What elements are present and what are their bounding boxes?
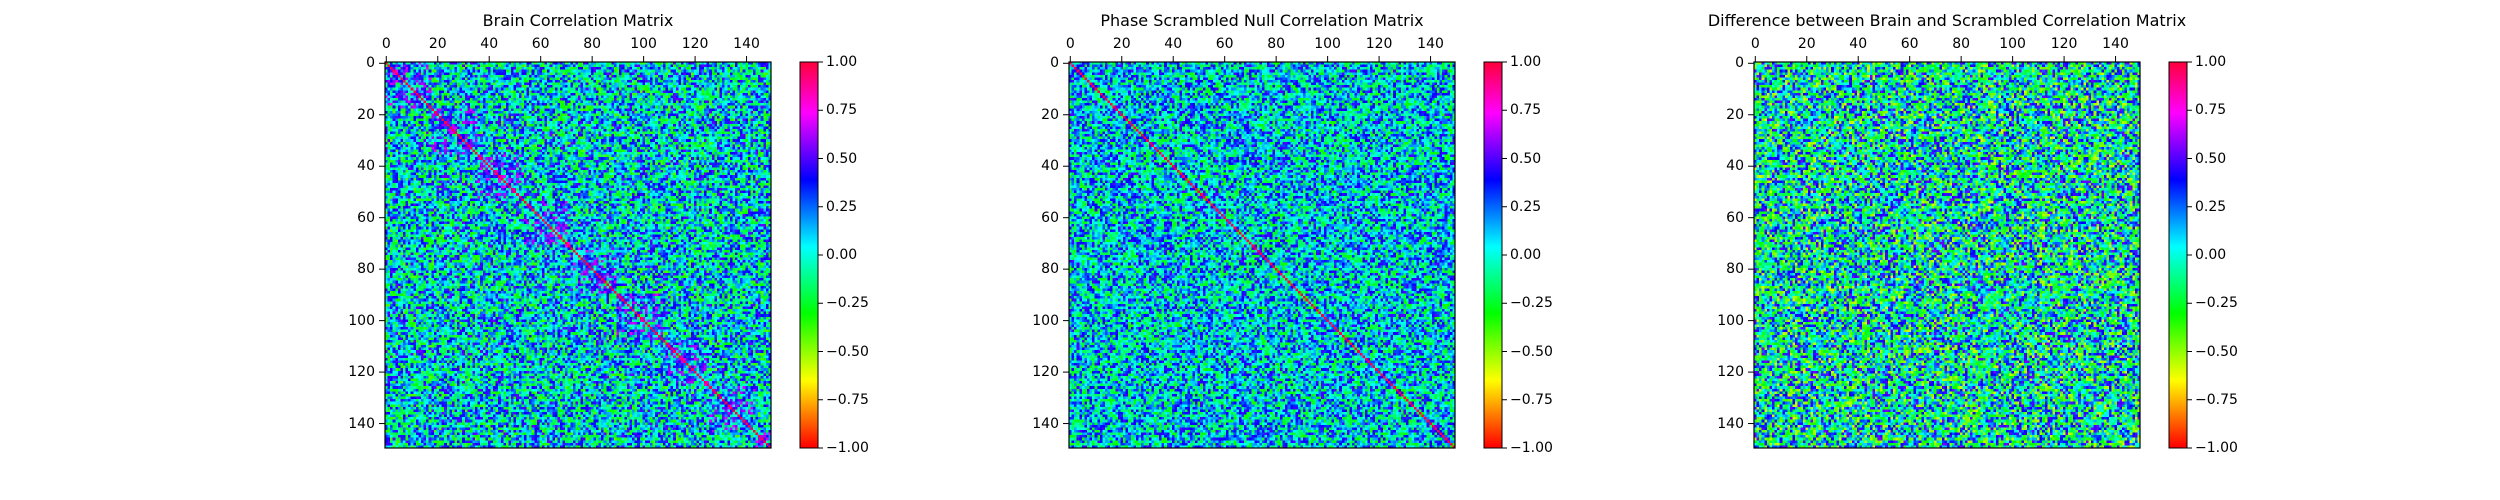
colorbar-tick-label: 1.00 (2195, 54, 2227, 70)
y-tick-label: 140 (1717, 415, 1744, 432)
x-tick-label: 100 (1314, 36, 1341, 52)
colorbar-tick-label: 0.50 (826, 150, 858, 167)
colorbar-tick-label: −0.50 (2195, 343, 2238, 360)
x-tick-label: 80 (583, 36, 602, 52)
colorbar-tick-label: 0.25 (1510, 198, 1542, 215)
colorbar-tick-label: 0.75 (826, 102, 858, 119)
heatmap-cells (385, 62, 771, 448)
colorbar-tick-label: 0.00 (2195, 247, 2227, 263)
chart-title: Brain Correlation Matrix (482, 11, 674, 30)
y-tick-label: 40 (357, 158, 375, 175)
x-tick-label: 80 (1267, 36, 1286, 52)
plot-frame (1753, 61, 2141, 449)
colorbar-tick-label: −0.25 (1510, 295, 1553, 312)
y-tick-label: 80 (1041, 261, 1059, 278)
y-tick-label: 80 (1726, 261, 1744, 278)
y-tick-label: 120 (1032, 364, 1059, 381)
y-tick-label: 140 (348, 415, 375, 432)
colorbar-tick-label: 0.75 (1510, 102, 1542, 119)
x-tick-label: 40 (1849, 36, 1868, 52)
heatmap-cells (1754, 62, 2140, 448)
colorbar-tick-label: −0.50 (826, 343, 869, 360)
x-tick-label: 140 (733, 36, 760, 52)
colorbar-tick-label: −1.00 (2195, 440, 2238, 456)
y-tick-label: 0 (1050, 55, 1059, 72)
colorbar-tick-label: −0.25 (2195, 295, 2238, 312)
x-tick-label: 0 (1750, 36, 1760, 52)
y-tick-label: 40 (1726, 158, 1744, 175)
x-tick-label: 0 (381, 36, 391, 52)
y-tick-label: 100 (1717, 312, 1744, 329)
x-tick-label: 80 (1952, 36, 1971, 52)
y-tick-label: 100 (1032, 312, 1059, 329)
y-tick-label: 60 (1726, 209, 1744, 226)
y-tick-label: 120 (1717, 364, 1744, 381)
x-tick-label: 100 (1999, 36, 2026, 52)
y-tick-label: 0 (366, 55, 375, 72)
y-tick-label: 120 (348, 364, 375, 381)
plot-frame (1068, 61, 1456, 449)
y-tick-label: 60 (1041, 209, 1059, 226)
colorbar-tick-label: −1.00 (826, 440, 869, 456)
heatmap-cells (1069, 62, 1455, 448)
x-tick-label: 120 (2050, 36, 2078, 52)
colorbar-tick-label: −0.75 (826, 391, 869, 408)
colorbar-tick-label: 0.75 (2195, 102, 2227, 119)
colorbar-tick-label: 0.25 (826, 198, 858, 215)
colorbar-tick-label: 0.00 (1510, 247, 1542, 263)
colorbar-tick-label: 0.00 (826, 247, 858, 263)
chart-title: Phase Scrambled Null Correlation Matrix (1100, 11, 1424, 30)
y-tick-label: 40 (1041, 158, 1059, 175)
colorbar-gradient (2169, 62, 2187, 448)
y-tick-label: 100 (348, 312, 375, 329)
x-tick-label: 140 (2102, 36, 2129, 52)
y-tick-label: 0 (1735, 55, 1744, 72)
colorbar-tick-label: 0.50 (2195, 150, 2227, 167)
colorbar-tick-label: −0.75 (1510, 391, 1553, 408)
x-tick-label: 20 (428, 36, 447, 52)
colorbar-tick-label: 0.25 (2195, 198, 2227, 215)
plot-frame (384, 61, 772, 449)
x-tick-label: 60 (1215, 36, 1234, 52)
x-tick-label: 60 (1900, 36, 1919, 52)
x-tick-label: 20 (1112, 36, 1131, 52)
y-tick-label: 80 (357, 261, 375, 278)
colorbar-tick-label: −0.25 (826, 295, 869, 312)
x-tick-label: 60 (531, 36, 550, 52)
x-tick-label: 40 (1164, 36, 1183, 52)
chart-title: Difference between Brain and Scrambled C… (1707, 11, 2187, 30)
colorbar-tick-label: −0.75 (2195, 391, 2238, 408)
y-tick-label: 20 (1041, 106, 1059, 123)
x-tick-label: 100 (630, 36, 657, 52)
x-tick-label: 120 (681, 36, 709, 52)
colorbar-tick-label: 0.50 (1510, 150, 1542, 167)
x-tick-label: 40 (480, 36, 499, 52)
colorbar-gradient (1484, 62, 1502, 448)
x-tick-label: 0 (1065, 36, 1075, 52)
colorbar-tick-label: −1.00 (1510, 440, 1553, 456)
colorbar-gradient (800, 62, 818, 448)
y-tick-label: 140 (1032, 415, 1059, 432)
y-tick-label: 20 (357, 106, 375, 123)
colorbar-tick-label: 1.00 (826, 54, 858, 70)
colorbar-tick-label: 1.00 (1510, 54, 1542, 70)
colorbar-tick-label: −0.50 (1510, 343, 1553, 360)
x-tick-label: 140 (1417, 36, 1444, 52)
x-tick-label: 120 (1365, 36, 1393, 52)
y-tick-label: 60 (357, 209, 375, 226)
y-tick-label: 20 (1726, 106, 1744, 123)
x-tick-label: 20 (1797, 36, 1816, 52)
